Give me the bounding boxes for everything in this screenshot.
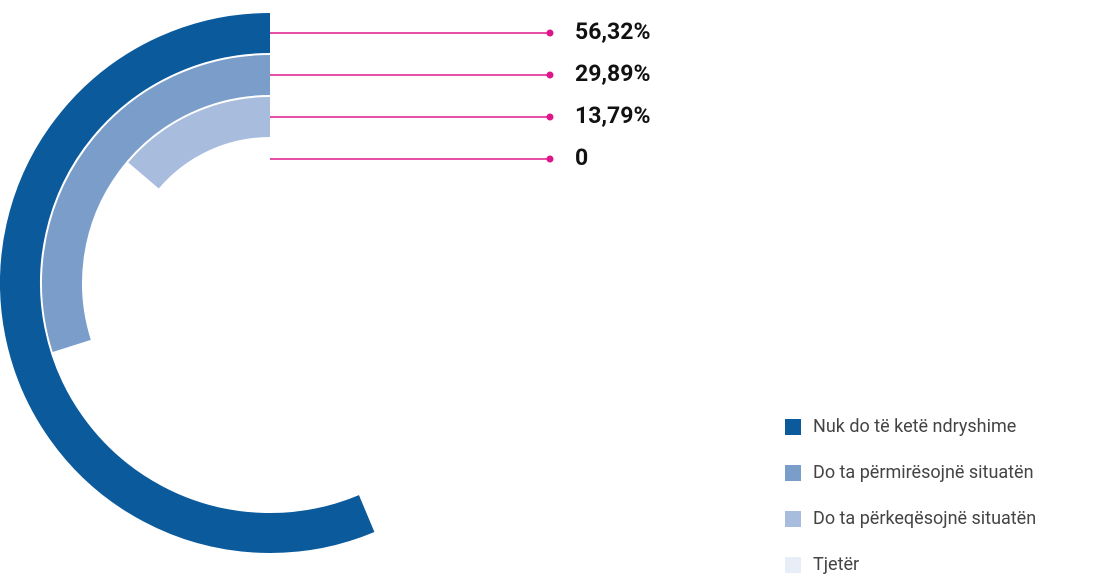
legend-label: Do ta përmirësojnë situatën	[813, 462, 1034, 483]
legend-swatch	[785, 465, 801, 481]
legend-label: Nuk do të ketë ndryshime	[813, 416, 1016, 437]
value-label: 56,32%	[575, 18, 650, 45]
ring-bar	[0, 13, 375, 553]
value-label: 0	[575, 144, 588, 171]
ring-bar	[42, 55, 271, 352]
legend-swatch	[785, 419, 801, 435]
legend-swatch	[785, 557, 801, 573]
legend-label: Do ta përkeqësojnë situatën	[813, 508, 1036, 529]
legend-label: Tjetër	[813, 554, 859, 575]
leader-dot	[546, 113, 554, 121]
leader-dot	[546, 29, 554, 37]
value-label: 13,79%	[575, 102, 650, 129]
leader-dot	[546, 71, 554, 79]
ring-bar	[128, 97, 271, 189]
value-label: 29,89%	[575, 60, 650, 87]
legend-swatch	[785, 511, 801, 527]
leader-dot	[546, 155, 554, 163]
